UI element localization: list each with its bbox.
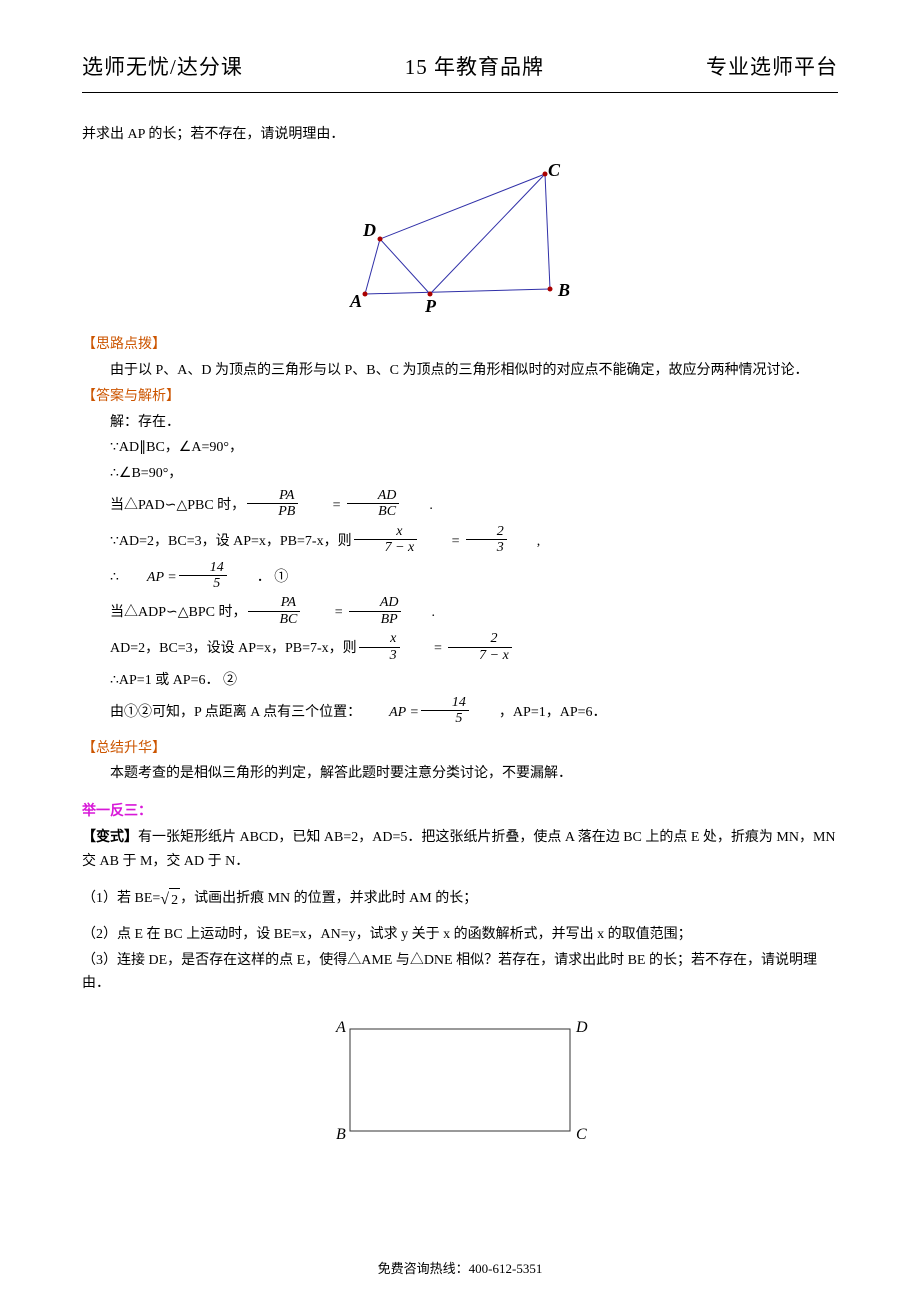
juyifansan-title: 举一反三： <box>82 800 838 824</box>
frac-PA-PB: PAPB <box>247 488 298 520</box>
variant-body: 有一张矩形纸片 ABCD，已知 AB=2，AD=5．把这张纸片折叠，使点 A 落… <box>82 830 836 869</box>
label-D: D <box>362 220 376 240</box>
label-B: B <box>557 280 570 300</box>
question-1: （1）若 BE= 2 ，试画出折痕 MN 的位置，并求此时 AM 的长； <box>82 886 838 913</box>
ap-lhs-2: AP = <box>361 701 419 725</box>
question-3: （3）连接 DE，是否存在这样的点 E，使得△AME 与△DNE 相似？若存在，… <box>82 949 838 997</box>
sol-line-3: ∴∠B=90°， <box>82 462 838 486</box>
page-header: 选师无忧/达分课 15 年教育品牌 专业选师平台 <box>82 50 838 93</box>
label-C: C <box>548 164 561 180</box>
rect-label-C: C <box>576 1126 587 1143</box>
section-answer-title: 【答案与解析】 <box>82 385 838 409</box>
frac-AD-BP: ADBP <box>349 595 402 627</box>
sol6-prefix: ∴ <box>82 566 119 590</box>
figure-trapezoid: A P B D C <box>82 164 838 323</box>
continuation-line: 并求出 AP 的长；若不存在，请说明理由． <box>82 123 838 147</box>
variant-problem: 【变式】有一张矩形纸片 ABCD，已知 AB=2，AD=5．把这张纸片折叠，使点… <box>82 826 838 874</box>
frac-x-3: x3 <box>359 631 400 663</box>
sol-line-2: ∵AD∥BC，∠A=90°， <box>82 436 838 460</box>
page-footer: 免费咨询热线：400-612-5351 <box>0 1258 920 1280</box>
header-left: 选师无忧/达分课 <box>82 50 243 86</box>
sol5-prefix: ∵AD=2，BC=3，设 AP=x，PB=7-x，则 <box>82 530 352 554</box>
sol-line-5: ∵AD=2，BC=3，设 AP=x，PB=7-x，则 x7 − x = 23 , <box>82 526 838 558</box>
sol10-prefix: 由①②可知，P 点距离 A 点有三个位置： <box>82 701 361 725</box>
header-right: 专业选师平台 <box>706 50 838 86</box>
sol-line-1: 解：存在． <box>82 411 838 435</box>
label-A: A <box>349 291 362 311</box>
sol-line-8: AD=2，BC=3，设设 AP=x，PB=7-x，则 x3 = 27 − x <box>82 633 838 665</box>
sol-line-10: 由①②可知，P 点距离 A 点有三个位置： AP = 145 ，AP=1，AP=… <box>82 697 838 729</box>
rect-label-A: A <box>335 1019 346 1036</box>
document-body: 并求出 AP 的长；若不存在，请说明理由． A P B D C <box>82 123 838 1158</box>
section-summary-body: 本题考查的是相似三角形的判定，解答此题时要注意分类讨论，不要漏解． <box>82 762 838 786</box>
q1-suffix: ，试画出折痕 MN 的位置，并求此时 AM 的长； <box>180 887 477 911</box>
sol-line-9: ∴AP=1 或 AP=6． ② <box>82 669 838 693</box>
sol7-prefix: 当△ADP∽△BPC 时， <box>82 601 246 625</box>
section-summary-title: 【总结升华】 <box>82 737 838 761</box>
sqrt-2: 2 <box>160 886 180 913</box>
frac-2-3: 23 <box>466 524 507 556</box>
rect-label-D: D <box>575 1019 588 1036</box>
frac-2-7mx: 27 − x <box>448 631 512 663</box>
header-center: 15 年教育品牌 <box>405 50 544 86</box>
sol6-suffix: ． ① <box>229 566 289 590</box>
sol-line-4: 当△PAD∽△PBC 时， PAPB = ADBC . <box>82 490 838 522</box>
section-hint-title: 【思路点拨】 <box>82 333 838 357</box>
frac-14-5-b: 145 <box>421 695 469 727</box>
trapezoid-svg: A P B D C <box>330 164 590 314</box>
section-hint-body: 由于以 P、A、D 为顶点的三角形与以 P、B、C 为顶点的三角形相似时的对应点… <box>82 359 838 383</box>
sol-line-6: ∴ AP = 145 ． ① <box>82 562 838 594</box>
sol4-prefix: 当△PAD∽△PBC 时， <box>82 494 245 518</box>
frac-PA-BC: PABC <box>248 595 300 627</box>
q1-prefix: （1）若 BE= <box>82 887 160 911</box>
variant-label: 【变式】 <box>82 830 138 845</box>
figure-rectangle: A D B C <box>82 1014 838 1158</box>
frac-x-7mx: x7 − x <box>354 524 418 556</box>
ap-lhs-1: AP = <box>119 566 177 590</box>
sol8-prefix: AD=2，BC=3，设设 AP=x，PB=7-x，则 <box>82 637 357 661</box>
question-2: （2）点 E 在 BC 上运动时，设 BE=x，AN=y，试求 y 关于 x 的… <box>82 923 838 947</box>
frac-14-5-a: 145 <box>179 560 227 592</box>
sol-line-7: 当△ADP∽△BPC 时， PABC = ADBP . <box>82 597 838 629</box>
rect-label-B: B <box>336 1126 346 1143</box>
sol10-suffix: ，AP=1，AP=6． <box>471 701 607 725</box>
label-P: P <box>424 296 437 314</box>
frac-AD-BC: ADBC <box>347 488 400 520</box>
rectangle-svg: A D B C <box>320 1014 600 1149</box>
